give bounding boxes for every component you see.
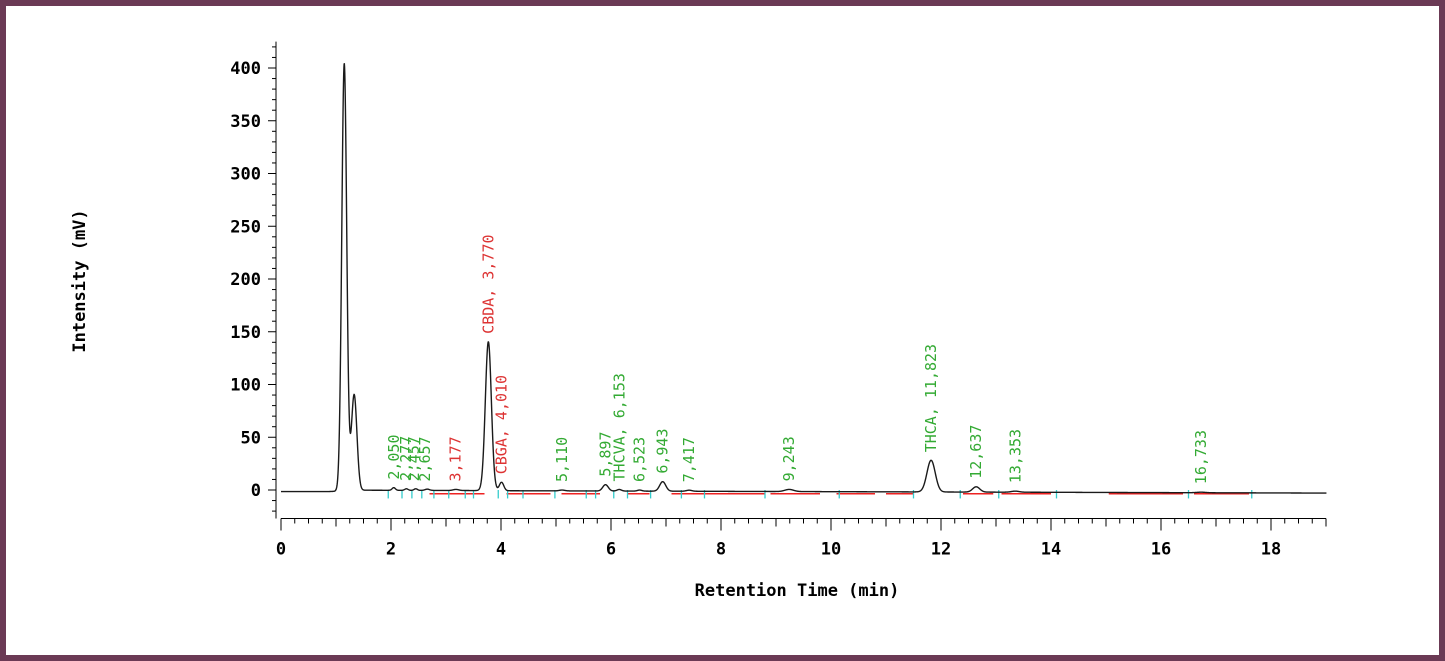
- peak-label: 5,897: [597, 432, 615, 477]
- y-tick-label: 250: [230, 217, 261, 237]
- y-axis-title: Intensity (mV): [70, 209, 90, 352]
- y-tick-label: 150: [230, 323, 261, 343]
- peak-label: 7,417: [680, 437, 698, 482]
- x-tick-label: 14: [1041, 539, 1061, 559]
- peak-label: 6,943: [654, 429, 672, 474]
- x-tick-label: 12: [931, 539, 951, 559]
- x-axis-title: Retention Time (min): [695, 581, 900, 601]
- peak-label: 5,110: [553, 437, 571, 482]
- peak-label: 3,177: [446, 436, 464, 481]
- x-tick-label: 18: [1261, 539, 1281, 559]
- y-tick-label: 300: [230, 165, 261, 185]
- peak-label: 6,523: [631, 437, 649, 482]
- y-tick-label: 0: [251, 481, 261, 501]
- x-tick-label: 8: [716, 539, 726, 559]
- x-tick-label: 16: [1151, 539, 1171, 559]
- y-tick-label: 350: [230, 112, 261, 132]
- peak-label: 2,657: [416, 436, 434, 481]
- peak-label: THCA, 11,823: [922, 344, 940, 452]
- x-tick-label: 6: [606, 539, 616, 559]
- peak-label: 9,243: [780, 436, 798, 481]
- x-tick-label: 10: [821, 539, 841, 559]
- peak-label: 2,277: [397, 436, 415, 481]
- peak-label: 2,050: [385, 435, 403, 480]
- chromatogram-trace: [281, 63, 1327, 494]
- peak-label: 16,733: [1192, 430, 1210, 484]
- peak-label: 2,457: [405, 436, 423, 481]
- x-tick-label: 2: [386, 539, 396, 559]
- y-tick-label: 400: [230, 59, 261, 79]
- y-tick-label: 100: [230, 376, 261, 396]
- y-tick-label: 200: [230, 270, 261, 290]
- peak-label: 12,637: [967, 425, 985, 479]
- x-tick-label: 0: [276, 539, 286, 559]
- peak-label: CBGA, 4,010: [493, 375, 511, 474]
- peak-label: 13,353: [1006, 429, 1024, 483]
- x-tick-label: 4: [496, 539, 506, 559]
- y-tick-label: 50: [241, 428, 261, 448]
- plot-area: [281, 63, 1327, 499]
- peak-label: THCVA, 6,153: [610, 373, 628, 481]
- axes: 0 50 100 150 200 250 300 350 400 0 2 4 6 8 10 12 14 16 18: [230, 41, 1327, 559]
- peak-label: CBDA, 3,770: [479, 234, 497, 333]
